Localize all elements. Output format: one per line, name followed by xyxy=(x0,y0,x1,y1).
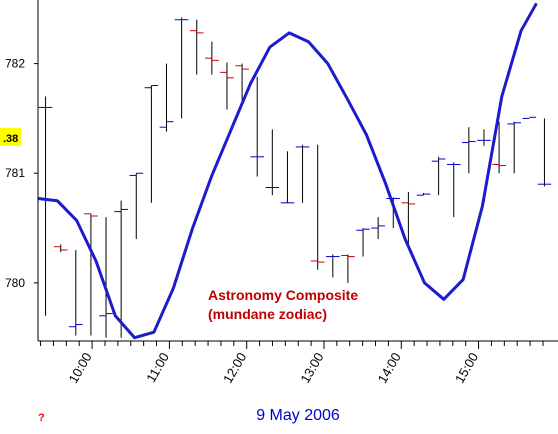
ohlc-bar xyxy=(38,96,53,316)
ohlc-bars xyxy=(38,17,552,338)
current-price-label: .38 xyxy=(3,133,18,145)
ohlc-bar xyxy=(325,254,340,278)
ohlc-bar xyxy=(492,121,506,174)
ohlc-bar xyxy=(99,217,113,338)
ohlc-bar xyxy=(84,213,98,336)
annotation-line-1: Astronomy Composite xyxy=(208,287,358,303)
ohlc-bar xyxy=(250,76,265,177)
annotation-line-2: (mundane zodiac) xyxy=(208,306,327,322)
ohlc-bar xyxy=(416,192,431,196)
ohlc-bar xyxy=(341,254,355,283)
x-tick-labels: 10:00 11:00 12:00 13:00 14:00 15:00 xyxy=(40,341,544,386)
y-tick-label: 782 xyxy=(5,57,25,71)
ohlc-bar xyxy=(446,162,461,218)
ohlc-bar xyxy=(477,129,491,146)
ohlc-bar xyxy=(114,200,128,338)
x-tick-label: 15:00 xyxy=(452,350,481,386)
ohlc-bar xyxy=(401,191,416,245)
ohlc-bar xyxy=(144,85,159,203)
ohlc-bar xyxy=(522,116,537,119)
ohlc-bar xyxy=(129,172,144,240)
y-tick-label: 780 xyxy=(5,276,25,290)
y-tick-labels: 780 781 782 xyxy=(5,57,38,290)
astro-composite-line xyxy=(37,2,538,340)
x-tick-label: 12:00 xyxy=(220,350,249,386)
ohlc-bar xyxy=(235,63,249,106)
ohlc-bar xyxy=(265,129,280,196)
ohlc-bar xyxy=(507,121,522,174)
ohlc-bar xyxy=(537,118,552,187)
x-tick-label: 10:00 xyxy=(65,350,94,386)
x-tick-label: 14:00 xyxy=(375,350,404,386)
ohlc-bar xyxy=(310,144,325,270)
current-price-highlight xyxy=(0,128,21,146)
ohlc-bar xyxy=(280,151,295,204)
ohlc-bar xyxy=(356,228,370,257)
y-tick-label: 781 xyxy=(5,166,25,180)
astro-composite-line-layer xyxy=(37,2,538,340)
ohlc-bar xyxy=(159,63,174,132)
ohlc-bar xyxy=(431,156,446,196)
ohlc-bar xyxy=(462,127,476,174)
ohlc-bar xyxy=(371,217,385,240)
ohlc-bar xyxy=(220,62,234,110)
ohlc-bar xyxy=(295,144,310,203)
ohlc-bar xyxy=(174,17,189,119)
ohlc-bar xyxy=(68,249,83,336)
x-tick-label: 11:00 xyxy=(143,350,172,385)
ohlc-bar xyxy=(205,41,219,75)
date-axis-label: 9 May 2006 xyxy=(256,407,340,424)
footer-question-mark: ? xyxy=(38,412,45,424)
ohlc-bar xyxy=(189,19,204,75)
ohlc-bar xyxy=(53,244,68,253)
x-tick-label: 13:00 xyxy=(297,350,326,386)
